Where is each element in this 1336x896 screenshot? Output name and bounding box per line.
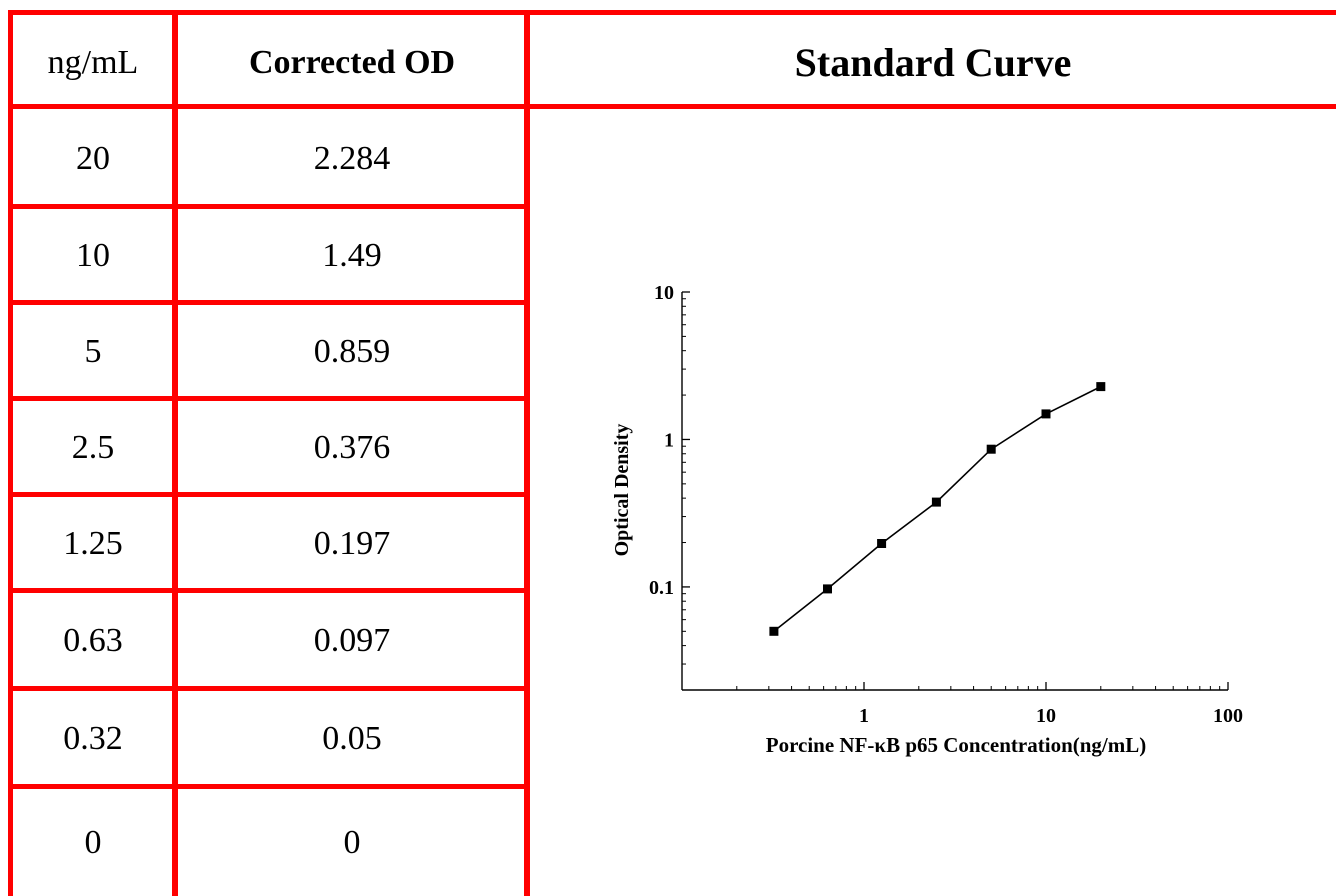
table-cell-concentration: 10	[76, 237, 110, 274]
y-tick-label: 0.1	[649, 577, 674, 599]
table-cell-concentration: 1.25	[63, 525, 123, 562]
table-cell-concentration: 0.63	[63, 622, 123, 659]
table-cell-concentration: 5	[84, 333, 102, 370]
x-tick-label: 10	[1036, 705, 1056, 727]
x-tick-label: 1	[859, 705, 869, 727]
data-point	[877, 539, 887, 548]
data-point	[1041, 409, 1051, 419]
data-point	[1096, 382, 1106, 392]
table-cell-concentration: 0.32	[63, 720, 123, 757]
table-cell-od: 1.49	[322, 237, 382, 274]
data-point	[986, 444, 996, 454]
y-tick-label: 10	[654, 282, 674, 304]
series-line	[773, 385, 1102, 632]
table-cell-od: 2.284	[313, 140, 391, 177]
table-cell-od: 0.859	[313, 333, 391, 370]
table-cell-concentration: 0	[84, 824, 102, 861]
data-point	[769, 626, 779, 636]
data-point	[931, 497, 941, 507]
data-point	[823, 584, 832, 594]
table-cell-od: 0	[343, 824, 361, 861]
y-tick-label: 1	[664, 429, 674, 451]
table-cell-od: 0.376	[313, 429, 391, 466]
grid-top-border	[8, 10, 1336, 15]
table-cell-od: 0.097	[313, 622, 391, 659]
x-axis-label: Porcine NF-κB p65 Concentration(ng/mL)	[766, 733, 1147, 757]
chart-title: Standard Curve	[794, 40, 1072, 85]
table-cell-od: 0.05	[322, 720, 382, 757]
table-cell-od: 0.197	[313, 525, 391, 562]
header-corrected-od: Corrected OD	[248, 44, 456, 81]
x-tick-label: 100	[1213, 705, 1243, 727]
standard-curve-chart: 1 10 100 0.1 1 10 Optical Density Porcine NF-…	[611, 282, 1243, 757]
header-concentration: ng/mL	[47, 44, 139, 81]
table-cell-concentration: 2.5	[71, 429, 115, 466]
table-cell-concentration: 20	[76, 140, 110, 177]
y-axis-label: Optical Density	[611, 424, 633, 557]
